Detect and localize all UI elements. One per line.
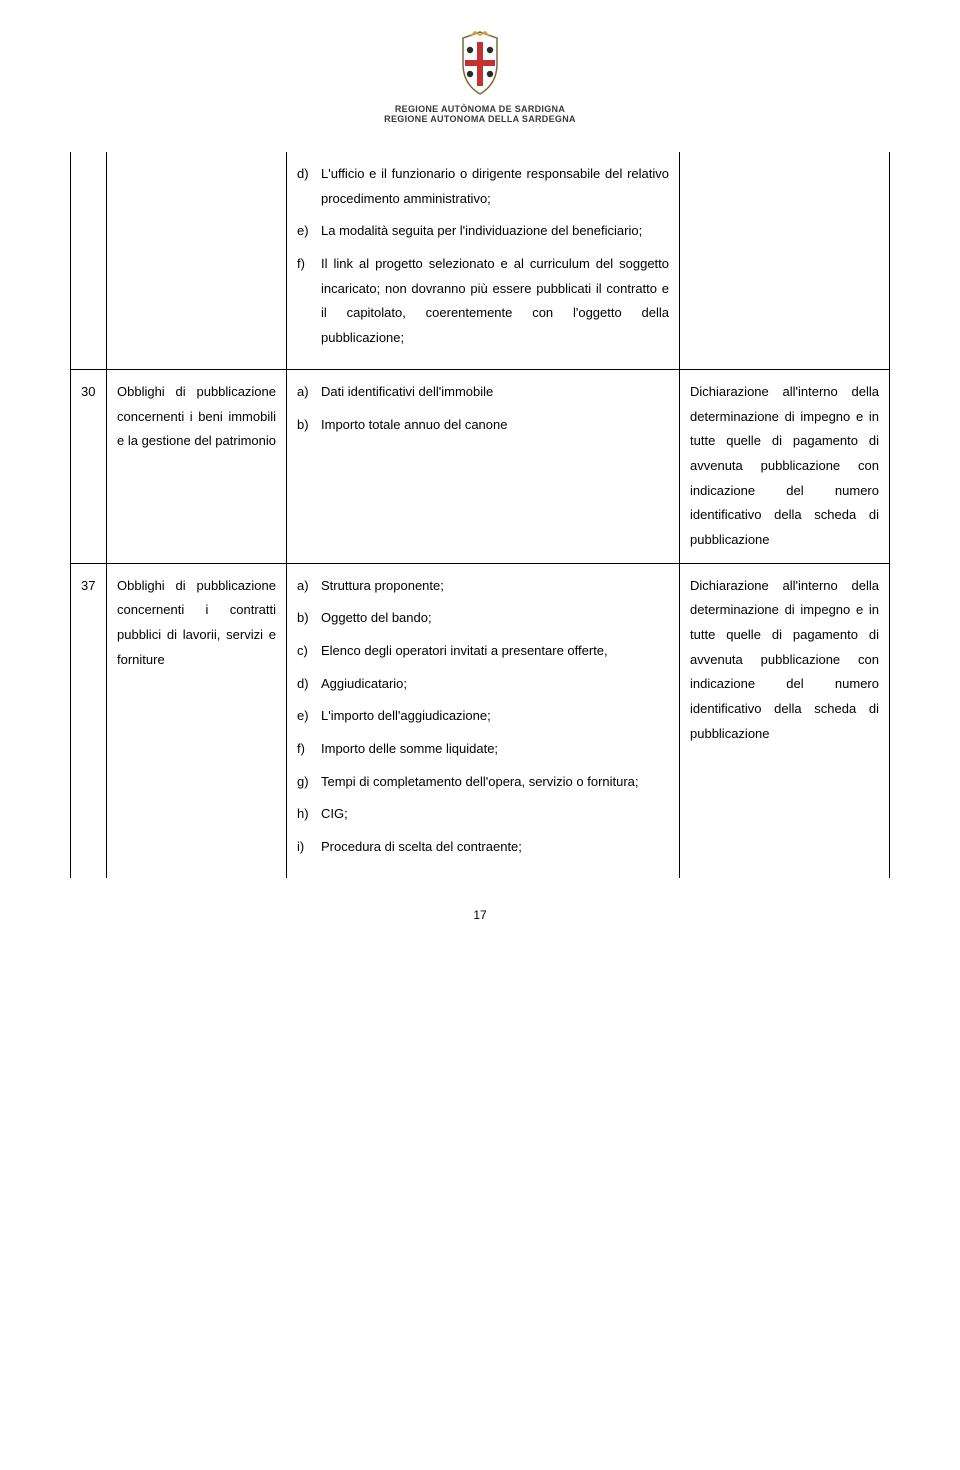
- cell-subject-empty: [107, 152, 287, 369]
- list-item: b)Oggetto del bando;: [297, 606, 669, 631]
- list-text: L'importo dell'aggiudicazione;: [321, 704, 669, 729]
- cell-num-30: 30: [71, 369, 107, 563]
- list-text: Tempi di completamento dell'opera, servi…: [321, 770, 669, 795]
- list-item: f)Importo delle somme liquidate;: [297, 737, 669, 762]
- list-item: c)Elenco degli operatori invitati a pres…: [297, 639, 669, 664]
- list-marker: d): [297, 672, 321, 697]
- list-marker: h): [297, 802, 321, 827]
- cell-subject-37: Obblighi di pubblicazione concernenti i …: [107, 563, 287, 878]
- cell-content-top: d)L'ufficio e il funzionario o dirigente…: [287, 152, 680, 369]
- crest-icon: [453, 30, 507, 98]
- table-row-37: 37 Obblighi di pubblicazione concernenti…: [71, 563, 890, 878]
- table-row-30: 30 Obblighi di pubblicazione concernenti…: [71, 369, 890, 563]
- list-37: a)Struttura proponente; b)Oggetto del ba…: [297, 574, 669, 860]
- content-table: d)L'ufficio e il funzionario o dirigente…: [70, 152, 890, 878]
- list-marker: b): [297, 606, 321, 631]
- list-marker: f): [297, 737, 321, 762]
- list-text: Struttura proponente;: [321, 574, 669, 599]
- cell-decl-empty: [680, 152, 890, 369]
- list-marker: g): [297, 770, 321, 795]
- list-item: f)Il link al progetto selezionato e al c…: [297, 252, 669, 351]
- list-item: a)Dati identificativi dell'immobile: [297, 380, 669, 405]
- list-marker: d): [297, 162, 321, 187]
- list-marker: c): [297, 639, 321, 664]
- list-marker: i): [297, 835, 321, 860]
- cell-decl-30: Dichiarazione all'interno della determin…: [680, 369, 890, 563]
- list-marker: f): [297, 252, 321, 277]
- cell-content-30: a)Dati identificativi dell'immobile b)Im…: [287, 369, 680, 563]
- cell-decl-37: Dichiarazione all'interno della determin…: [680, 563, 890, 878]
- list-30: a)Dati identificativi dell'immobile b)Im…: [297, 380, 669, 437]
- list-item: d)L'ufficio e il funzionario o dirigente…: [297, 162, 669, 211]
- table-row-top: d)L'ufficio e il funzionario o dirigente…: [71, 152, 890, 369]
- list-text: Importo delle somme liquidate;: [321, 737, 669, 762]
- list-text: Aggiudicatario;: [321, 672, 669, 697]
- list-text: Importo totale annuo del canone: [321, 413, 669, 438]
- list-item: e)La modalità seguita per l'individuazio…: [297, 219, 669, 244]
- list-text: L'ufficio e il funzionario o dirigente r…: [321, 162, 669, 211]
- cell-subject-30: Obblighi di pubblicazione concernenti i …: [107, 369, 287, 563]
- list-text: Dati identificativi dell'immobile: [321, 380, 669, 405]
- list-text: CIG;: [321, 802, 669, 827]
- list-marker: b): [297, 413, 321, 438]
- list-item: h)CIG;: [297, 802, 669, 827]
- list-marker: a): [297, 574, 321, 599]
- list-marker: e): [297, 704, 321, 729]
- list-item: a)Struttura proponente;: [297, 574, 669, 599]
- document-header: REGIONE AUTÒNOMA DE SARDIGNA REGIONE AUT…: [70, 30, 890, 124]
- list-text: Elenco degli operatori invitati a presen…: [321, 639, 669, 664]
- list-text: Il link al progetto selezionato e al cur…: [321, 252, 669, 351]
- list-text: La modalità seguita per l'individuazione…: [321, 219, 669, 244]
- list-text: Oggetto del bando;: [321, 606, 669, 631]
- header-region-italian: REGIONE AUTONOMA DELLA SARDEGNA: [70, 114, 890, 124]
- cell-num-empty: [71, 152, 107, 369]
- cell-num-37: 37: [71, 563, 107, 878]
- list-item: b)Importo totale annuo del canone: [297, 413, 669, 438]
- list-top: d)L'ufficio e il funzionario o dirigente…: [297, 162, 669, 351]
- cell-content-37: a)Struttura proponente; b)Oggetto del ba…: [287, 563, 680, 878]
- header-region-sardu: REGIONE AUTÒNOMA DE SARDIGNA: [70, 104, 890, 114]
- page: REGIONE AUTÒNOMA DE SARDIGNA REGIONE AUT…: [0, 0, 960, 962]
- list-text: Procedura di scelta del contraente;: [321, 835, 669, 860]
- list-item: g)Tempi di completamento dell'opera, ser…: [297, 770, 669, 795]
- list-marker: e): [297, 219, 321, 244]
- list-item: d)Aggiudicatario;: [297, 672, 669, 697]
- list-item: e)L'importo dell'aggiudicazione;: [297, 704, 669, 729]
- list-item: i)Procedura di scelta del contraente;: [297, 835, 669, 860]
- page-number: 17: [70, 908, 890, 922]
- list-marker: a): [297, 380, 321, 405]
